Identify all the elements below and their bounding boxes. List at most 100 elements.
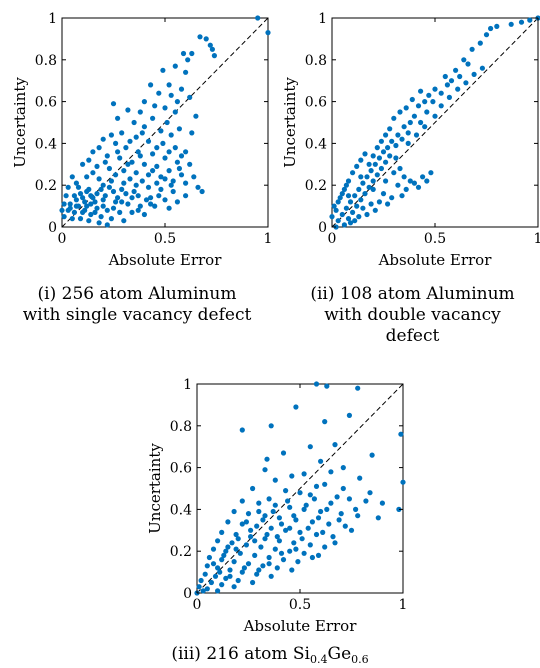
data-point xyxy=(350,170,355,175)
data-point xyxy=(101,137,106,142)
data-point xyxy=(264,532,269,537)
data-point xyxy=(340,212,345,217)
data-point xyxy=(204,36,209,41)
data-point xyxy=(158,128,163,133)
y-tick-label: 0.6 xyxy=(170,461,192,477)
data-point xyxy=(129,195,134,200)
data-point xyxy=(465,61,470,66)
data-point xyxy=(344,183,349,188)
x-tick-label: 0.5 xyxy=(154,231,176,247)
data-point xyxy=(355,386,360,391)
x-axis-label: Absolute Error xyxy=(243,617,358,635)
data-point xyxy=(455,87,460,92)
data-point xyxy=(236,536,241,541)
data-point xyxy=(105,208,110,213)
data-point xyxy=(367,162,372,167)
data-point xyxy=(201,588,206,593)
data-point xyxy=(84,174,89,179)
data-point xyxy=(162,105,167,110)
data-point xyxy=(354,204,359,209)
data-point xyxy=(316,515,321,520)
y-axis-label: Uncertainty xyxy=(146,443,164,534)
data-point xyxy=(277,515,282,520)
data-point xyxy=(255,15,260,20)
data-point xyxy=(240,427,245,432)
data-point xyxy=(275,565,280,570)
data-point xyxy=(70,216,75,221)
data-point xyxy=(478,41,483,46)
data-point xyxy=(88,193,93,198)
data-point xyxy=(187,162,192,167)
data-point xyxy=(480,66,485,71)
data-point xyxy=(352,193,357,198)
data-point xyxy=(341,486,346,491)
data-point xyxy=(269,526,274,531)
data-point xyxy=(136,208,141,213)
data-point xyxy=(420,174,425,179)
data-point xyxy=(144,197,149,202)
data-point xyxy=(148,82,153,87)
data-point xyxy=(193,114,198,119)
data-point xyxy=(113,172,118,177)
data-point xyxy=(189,130,194,135)
data-point xyxy=(160,141,165,146)
data-point xyxy=(78,216,83,221)
data-point xyxy=(211,547,216,552)
data-point xyxy=(59,208,64,213)
data-point xyxy=(246,561,251,566)
data-point xyxy=(213,574,218,579)
data-point xyxy=(322,419,327,424)
data-point xyxy=(211,561,216,566)
data-point xyxy=(269,574,274,579)
data-point xyxy=(179,87,184,92)
data-point xyxy=(167,168,172,173)
data-point xyxy=(424,109,429,114)
y-tick-label: 0.2 xyxy=(35,178,57,194)
data-point xyxy=(173,64,178,69)
data-point xyxy=(279,551,284,556)
data-point xyxy=(422,124,427,129)
data-point xyxy=(399,193,404,198)
data-point xyxy=(167,206,172,211)
data-point xyxy=(221,553,226,558)
data-point xyxy=(375,145,380,150)
data-point xyxy=(179,172,184,177)
data-point xyxy=(150,151,155,156)
data-point xyxy=(300,536,305,541)
data-point xyxy=(181,51,186,56)
data-point xyxy=(271,509,276,514)
data-point xyxy=(62,201,67,206)
data-point xyxy=(156,91,161,96)
data-point xyxy=(326,521,331,526)
data-point xyxy=(210,47,215,52)
data-point xyxy=(353,507,358,512)
data-point xyxy=(519,20,524,25)
data-point xyxy=(121,181,126,186)
data-point xyxy=(371,178,376,183)
data-point xyxy=(156,193,161,198)
data-point xyxy=(119,130,124,135)
data-point xyxy=(291,540,296,545)
data-point xyxy=(349,528,354,533)
data-point xyxy=(377,199,382,204)
data-point xyxy=(341,465,346,470)
data-point xyxy=(132,189,137,194)
data-point xyxy=(416,185,421,190)
data-point xyxy=(232,559,237,564)
y-tick-label: 0 xyxy=(48,220,57,236)
data-point xyxy=(283,488,288,493)
data-point xyxy=(267,561,272,566)
data-point xyxy=(72,210,77,215)
data-point xyxy=(358,174,363,179)
data-point xyxy=(360,206,365,211)
data-point xyxy=(367,490,372,495)
data-point xyxy=(74,204,79,209)
data-point xyxy=(219,582,224,587)
data-point xyxy=(105,222,110,227)
x-tick-label: 1 xyxy=(264,231,273,247)
data-point xyxy=(234,547,239,552)
data-point xyxy=(397,109,402,114)
data-point xyxy=(142,162,147,167)
data-point xyxy=(342,222,347,227)
data-point xyxy=(269,423,274,428)
